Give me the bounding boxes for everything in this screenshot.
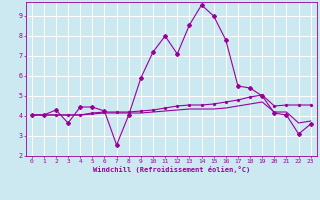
X-axis label: Windchill (Refroidissement éolien,°C): Windchill (Refroidissement éolien,°C): [92, 166, 250, 173]
